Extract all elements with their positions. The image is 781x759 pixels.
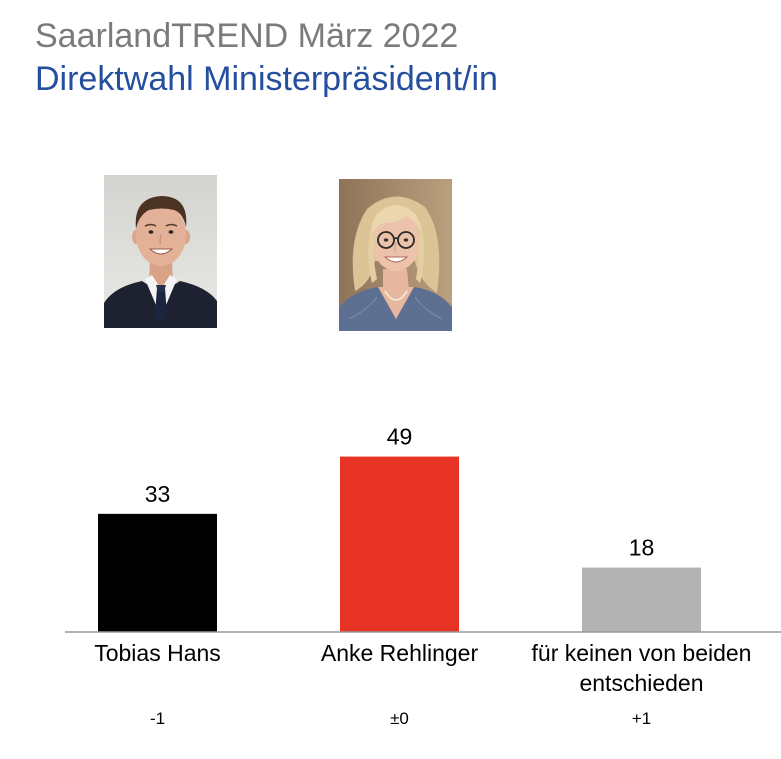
portrait-man xyxy=(104,175,217,328)
change-label-tobias-hans: -1 xyxy=(150,709,165,728)
chart-subtitle: Direktwahl Ministerpräsident/in xyxy=(35,60,498,98)
value-label-anke-rehlinger: 49 xyxy=(387,424,413,450)
photo-tobias-hans xyxy=(104,175,217,328)
category-label-keine-entscheidung: für keinen von beiden entschieden xyxy=(531,640,752,696)
bar-keine-entscheidung xyxy=(582,567,701,632)
change-label-anke-rehlinger: ±0 xyxy=(390,709,409,728)
bar-tobias-hans xyxy=(98,513,217,632)
change-label-keine-entscheidung: +1 xyxy=(632,709,651,728)
value-label-tobias-hans: 33 xyxy=(145,481,171,507)
chart-marks: 33 -1 49 ±0 18 +1 xyxy=(98,424,701,728)
bar-anke-rehlinger xyxy=(340,456,459,632)
chart-title: SaarlandTREND März 2022 xyxy=(35,17,459,55)
photo-anke-rehlinger xyxy=(339,179,452,331)
portrait-woman xyxy=(339,179,452,331)
category-label-tobias-hans: Tobias Hans xyxy=(94,640,221,666)
category-label-anke-rehlinger: Anke Rehlinger xyxy=(320,640,479,666)
value-label-keine-entscheidung: 18 xyxy=(629,535,655,561)
